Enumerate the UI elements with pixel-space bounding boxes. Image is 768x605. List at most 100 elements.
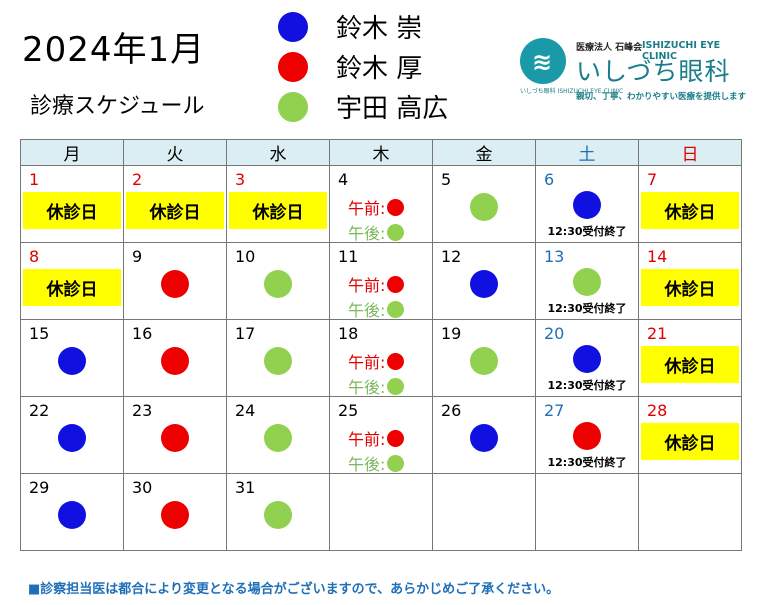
calendar-day-cell: 21 休診日 [638, 319, 742, 397]
day-number: 28 [647, 401, 668, 420]
session-label: 午後: [348, 224, 386, 243]
calendar-day-cell: 27 12:30受付終了 [535, 396, 639, 474]
session-label: 午後: [348, 378, 386, 397]
calendar-week-row: 22 23 24 25 午前: 午後: 26 27 12:30受付終了 28 休診日 [20, 396, 742, 474]
calendar-day-cell: 23 [123, 396, 227, 474]
morning-session: 午前: [348, 272, 405, 296]
red-doctor-dot-icon [387, 429, 405, 447]
calendar-week-row: 8 休診日 9 10 11 午前: 午後: 12 13 12:30受付終了 14 休診日 [20, 242, 742, 320]
schedule-calendar: 月火水木金土日 1 休診日 2 休診日 3 休診日 4 午前: 午後: 5 6 12:30受付終了 7 休… [20, 139, 742, 551]
day-number: 12 [441, 247, 462, 266]
morning-session: 午前: [348, 349, 405, 373]
green-doctor-dot-icon [470, 347, 498, 375]
calendar-day-cell: 31 [226, 473, 330, 551]
green-dot-icon [278, 91, 308, 122]
day-number: 21 [647, 324, 668, 343]
calendar-day-cell: 19 [432, 319, 536, 397]
calendar-day-cell: 30 [123, 473, 227, 551]
weekday-header-2: 水 [226, 139, 330, 166]
blue-doctor-dot-icon [470, 270, 498, 298]
afternoon-session: 午後: [348, 220, 405, 244]
calendar-day-cell: 9 [123, 242, 227, 320]
blue-doctor-dot-icon [58, 347, 86, 375]
green-doctor-dot-icon [470, 193, 498, 221]
footer-note: ■診察担当医は都合により変更となる場合がございますので、あらかじめご了承ください… [28, 582, 560, 597]
reception-end-note: 12:30受付終了 [547, 302, 627, 315]
calendar-day-cell: 8 休診日 [20, 242, 124, 320]
green-doctor-dot-icon [264, 501, 292, 529]
calendar-day-cell: 29 [20, 473, 124, 551]
green-doctor-dot-icon [387, 377, 405, 395]
session-label: 午後: [348, 455, 386, 474]
red-doctor-dot-icon [573, 422, 601, 450]
day-number: 30 [132, 478, 153, 497]
blue-doctor-dot-icon [58, 424, 86, 452]
closed-day-label: 休診日 [641, 192, 739, 229]
calendar-week-row: 1 休診日 2 休診日 3 休診日 4 午前: 午後: 5 6 12:30受付終了 7 休診日 [20, 165, 742, 244]
day-number: 7 [647, 170, 658, 189]
session-label: 午前: [348, 276, 386, 295]
calendar-day-cell: 6 12:30受付終了 [535, 165, 639, 243]
calendar-day-cell: 17 [226, 319, 330, 397]
day-number: 19 [441, 324, 462, 343]
day-number: 18 [338, 324, 359, 343]
calendar-day-cell: 2 休診日 [123, 165, 227, 243]
green-doctor-dot-icon [264, 347, 292, 375]
red-doctor-dot-icon [161, 270, 189, 298]
green-doctor-dot-icon [573, 268, 601, 296]
day-number: 26 [441, 401, 462, 420]
calendar-day-cell: 13 12:30受付終了 [535, 242, 639, 320]
red-doctor-dot-icon [387, 352, 405, 370]
blue-doctor-dot-icon [573, 191, 601, 219]
calendar-day-cell [329, 473, 433, 551]
calendar-day-cell: 26 [432, 396, 536, 474]
blue-doctor-dot-icon [58, 501, 86, 529]
calendar-day-cell [638, 473, 742, 551]
session-label: 午後: [348, 301, 386, 320]
green-doctor-dot-icon [264, 424, 292, 452]
clinic-logo-icon: ≋ [520, 38, 566, 84]
day-number: 17 [235, 324, 256, 343]
calendar-day-cell: 4 午前: 午後: [329, 165, 433, 244]
calendar-day-cell: 5 [432, 165, 536, 243]
page-subtitle: 診療スケジュール [30, 94, 205, 119]
day-number: 13 [544, 247, 565, 266]
day-number: 3 [235, 170, 246, 189]
closed-day-label: 休診日 [641, 269, 739, 306]
calendar-day-cell: 18 午前: 午後: [329, 319, 433, 397]
morning-session: 午前: [348, 426, 405, 450]
closed-day-label: 休診日 [126, 192, 224, 229]
day-number: 6 [544, 170, 555, 189]
red-dot-icon [278, 51, 308, 82]
green-doctor-dot-icon [387, 223, 405, 241]
calendar-day-cell: 15 [20, 319, 124, 397]
session-label: 午前: [348, 199, 386, 218]
red-doctor-dot-icon [161, 347, 189, 375]
clinic-logo-block: ≋ 医療法人 石峰会 ISHIZUCHI EYE CLINIC いしづち眼科 い… [518, 36, 758, 106]
legend-name: 鈴木 崇 [336, 14, 423, 44]
legend-item-green: 宇田 高広 [278, 88, 448, 125]
calendar-week-row: 29 30 31 [20, 473, 742, 551]
page-title: 2024年1月 [22, 30, 206, 70]
day-number: 23 [132, 401, 153, 420]
calendar-week-row: 15 16 17 18 午前: 午後: 19 20 12:30受付終了 21 休診日 [20, 319, 742, 397]
closed-day-label: 休診日 [23, 269, 121, 306]
red-doctor-dot-icon [161, 501, 189, 529]
weekday-header-3: 木 [329, 139, 433, 166]
clinic-name-small: いしづち眼科 ISHIZUCHI EYE CLINIC [520, 88, 624, 95]
closed-day-label: 休診日 [641, 423, 739, 460]
calendar-day-cell: 22 [20, 396, 124, 474]
calendar-day-cell: 10 [226, 242, 330, 320]
day-number: 10 [235, 247, 256, 266]
closed-day-label: 休診日 [641, 346, 739, 383]
day-number: 31 [235, 478, 256, 497]
calendar-day-cell [535, 473, 639, 551]
day-number: 4 [338, 170, 349, 189]
weekday-header-1: 火 [123, 139, 227, 166]
day-number: 24 [235, 401, 256, 420]
calendar-day-cell: 24 [226, 396, 330, 474]
weekday-header-0: 月 [20, 139, 124, 166]
closed-day-label: 休診日 [229, 192, 327, 229]
day-number: 9 [132, 247, 143, 266]
weekday-header-4: 金 [432, 139, 536, 166]
